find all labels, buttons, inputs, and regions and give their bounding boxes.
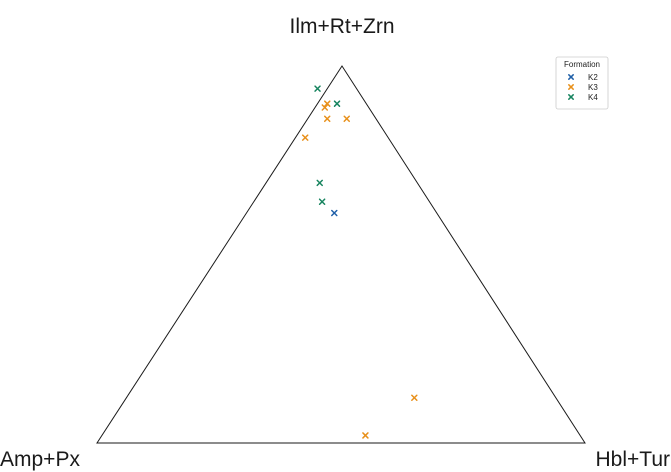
data-point-k4-2: [316, 179, 323, 187]
data-point-k3-2: [323, 115, 331, 123]
data-point-k2-0: [331, 209, 338, 217]
data-point-k4-3: [318, 198, 326, 205]
data-point-k4-1: [333, 100, 341, 107]
legend-title: Formation: [564, 60, 600, 69]
apex-label-right: Hbl+Tur: [596, 448, 671, 471]
data-points-layer: [301, 85, 418, 439]
data-point-k3-1: [321, 104, 329, 111]
legend-label-k3: K3: [588, 83, 598, 92]
apex-label-top: Ilm+Rt+Zrn: [289, 15, 394, 38]
legend-label-k2: K2: [588, 73, 598, 82]
data-point-k3-3: [343, 115, 350, 123]
legend-label-k4: K4: [588, 93, 598, 102]
data-point-k3-4: [301, 134, 309, 141]
data-point-k3-0: [324, 100, 331, 107]
legend-marker-k4: [568, 94, 574, 100]
apex-label-left: Amp+Px: [0, 448, 80, 471]
legend-marker-k2: [568, 74, 574, 80]
legend-marker-k3: [568, 84, 574, 90]
data-point-k3-6: [362, 432, 369, 439]
data-point-k4-0: [314, 85, 321, 92]
ternary-triangle-frame: [96, 65, 586, 444]
data-point-k3-5: [411, 394, 418, 402]
